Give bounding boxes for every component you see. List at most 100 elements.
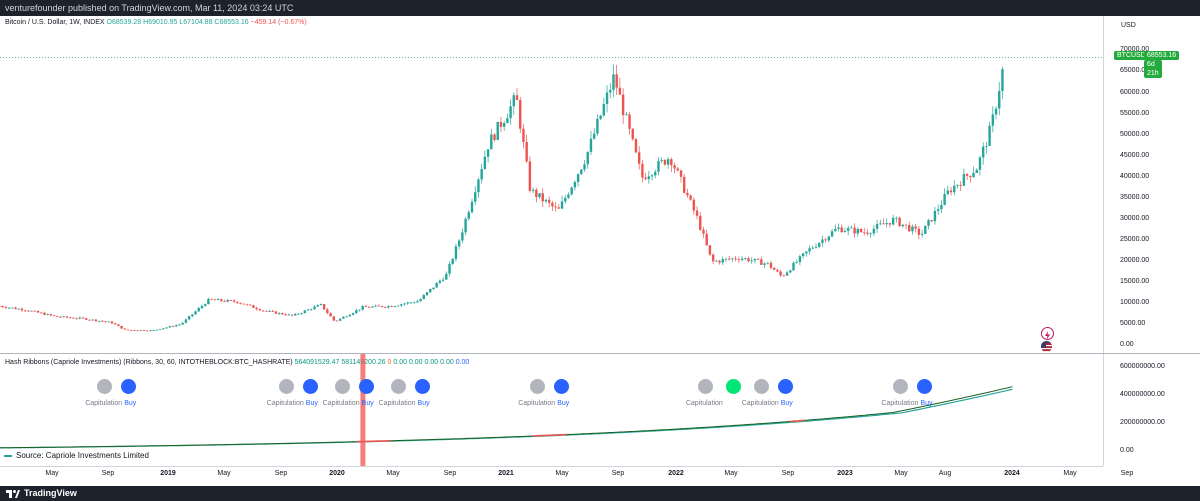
candle-body <box>94 319 98 322</box>
candle-body <box>203 304 207 306</box>
candle-body <box>284 314 287 316</box>
pane-divider[interactable] <box>0 353 1200 354</box>
price-axis-label: 35000.00 <box>1120 193 1150 201</box>
price-axis-label: 20000.00 <box>1120 256 1150 264</box>
candle-body <box>506 118 509 124</box>
candle-body <box>197 308 200 312</box>
candle-body <box>715 260 718 262</box>
candle-body <box>33 310 37 312</box>
candle-body <box>438 280 442 283</box>
hash-value-8: 0.00 <box>455 359 470 366</box>
tradingview-logo-icon <box>6 489 20 498</box>
candle-body <box>464 218 467 233</box>
candle-body <box>422 295 425 300</box>
candle-body <box>821 239 824 243</box>
time-axis-label: May <box>894 470 908 477</box>
candle-body <box>178 324 181 326</box>
time-axis[interactable] <box>0 466 1103 487</box>
buy-label: Buy <box>780 400 793 407</box>
candle-body <box>699 215 702 230</box>
candle-body <box>676 168 679 171</box>
candle-body <box>834 228 837 232</box>
candle-body <box>133 330 136 331</box>
candle-body <box>908 224 911 232</box>
candle-body <box>493 134 496 140</box>
candle-body <box>924 225 927 234</box>
candle-body <box>271 311 274 312</box>
candle-body <box>27 310 30 312</box>
candle-body <box>210 298 213 300</box>
candle-body <box>322 304 326 310</box>
candle-body <box>818 242 821 247</box>
candle-body <box>708 245 712 255</box>
candle-body <box>879 223 882 225</box>
hash-axis[interactable]: 600000000.00 400000000.00 200000000.00 0.00 <box>1104 354 1200 466</box>
lightning-icon[interactable] <box>1041 327 1054 340</box>
candle-body <box>502 123 506 127</box>
hash-pane[interactable] <box>0 354 1104 466</box>
candle-body <box>637 152 641 164</box>
candle-body <box>689 195 692 200</box>
candle-body <box>403 303 406 305</box>
candle-body <box>287 314 290 316</box>
price-axis[interactable]: 70000.00 65000.00 60000.00 55000.00 50000.00… <box>1104 16 1200 353</box>
price-chart[interactable] <box>0 16 1103 353</box>
candle-body <box>866 232 869 234</box>
candle-body <box>303 310 307 313</box>
candle-body <box>345 316 348 318</box>
candle-body <box>901 224 905 227</box>
hash-axis-label: 0.00 <box>1120 447 1134 454</box>
candle-body <box>850 227 853 229</box>
candle-body <box>898 217 901 227</box>
time-axis-label: Sep <box>611 470 625 477</box>
candle-body <box>335 320 339 322</box>
candle-body <box>660 159 663 161</box>
candle-body <box>914 226 917 229</box>
candle-body <box>91 319 94 321</box>
candle-body <box>612 74 615 90</box>
candle-body <box>477 179 480 193</box>
candle-body <box>801 253 805 257</box>
price-pane[interactable] <box>0 16 1104 353</box>
candle-body <box>339 318 342 321</box>
us-flag-icon[interactable] <box>1041 341 1052 352</box>
candle-body <box>837 227 840 229</box>
symbol-label[interactable]: Bitcoin / U.S. Dollar, 1W, INDEX <box>5 19 105 26</box>
candle-body <box>750 260 753 262</box>
source-note: Source: Capriole Investments Limited <box>4 451 149 460</box>
price-tag-symbol: BTCUSD <box>1114 51 1149 60</box>
candle-body <box>85 318 88 320</box>
hash-value-5: 0.00 <box>408 359 423 366</box>
candle-body <box>490 134 493 150</box>
candle-body <box>451 258 454 264</box>
price-legend: Bitcoin / U.S. Dollar, 1W, INDEX O68539.… <box>5 19 307 26</box>
candle-body <box>869 233 872 235</box>
candle-body <box>628 114 631 129</box>
candle-body <box>760 259 763 265</box>
candle-body <box>384 307 387 308</box>
time-axis-label: 2023 <box>837 470 853 477</box>
hash-indicator-name[interactable]: Hash Ribbons (Capriole Investments) (Rib… <box>5 359 293 366</box>
candle-body <box>991 114 995 126</box>
candle-body <box>242 303 245 305</box>
candle-body <box>885 223 888 225</box>
time-axis-label: May <box>217 470 231 477</box>
candle-body <box>605 92 609 105</box>
capitulation-dot-icon <box>278 379 294 394</box>
candle-body <box>779 271 782 276</box>
candle-body <box>535 189 538 198</box>
candle-body <box>705 233 708 246</box>
candle-body <box>152 330 155 331</box>
candle-body <box>387 306 390 308</box>
capitulation-label: Capitulation <box>322 400 360 407</box>
candle-body <box>538 193 541 198</box>
hash-signals: Capitulation Buy Capitulation Buy Capitulati… <box>0 354 1103 466</box>
candle-body <box>946 190 950 195</box>
tradingview-logo[interactable]: TradingView <box>6 486 77 501</box>
candle-body <box>978 157 982 170</box>
candle-body <box>313 306 316 310</box>
candle-body <box>576 174 580 182</box>
candle-body <box>470 201 474 213</box>
candle-body <box>7 307 11 309</box>
hash-ribbon-chart[interactable] <box>0 354 1103 466</box>
